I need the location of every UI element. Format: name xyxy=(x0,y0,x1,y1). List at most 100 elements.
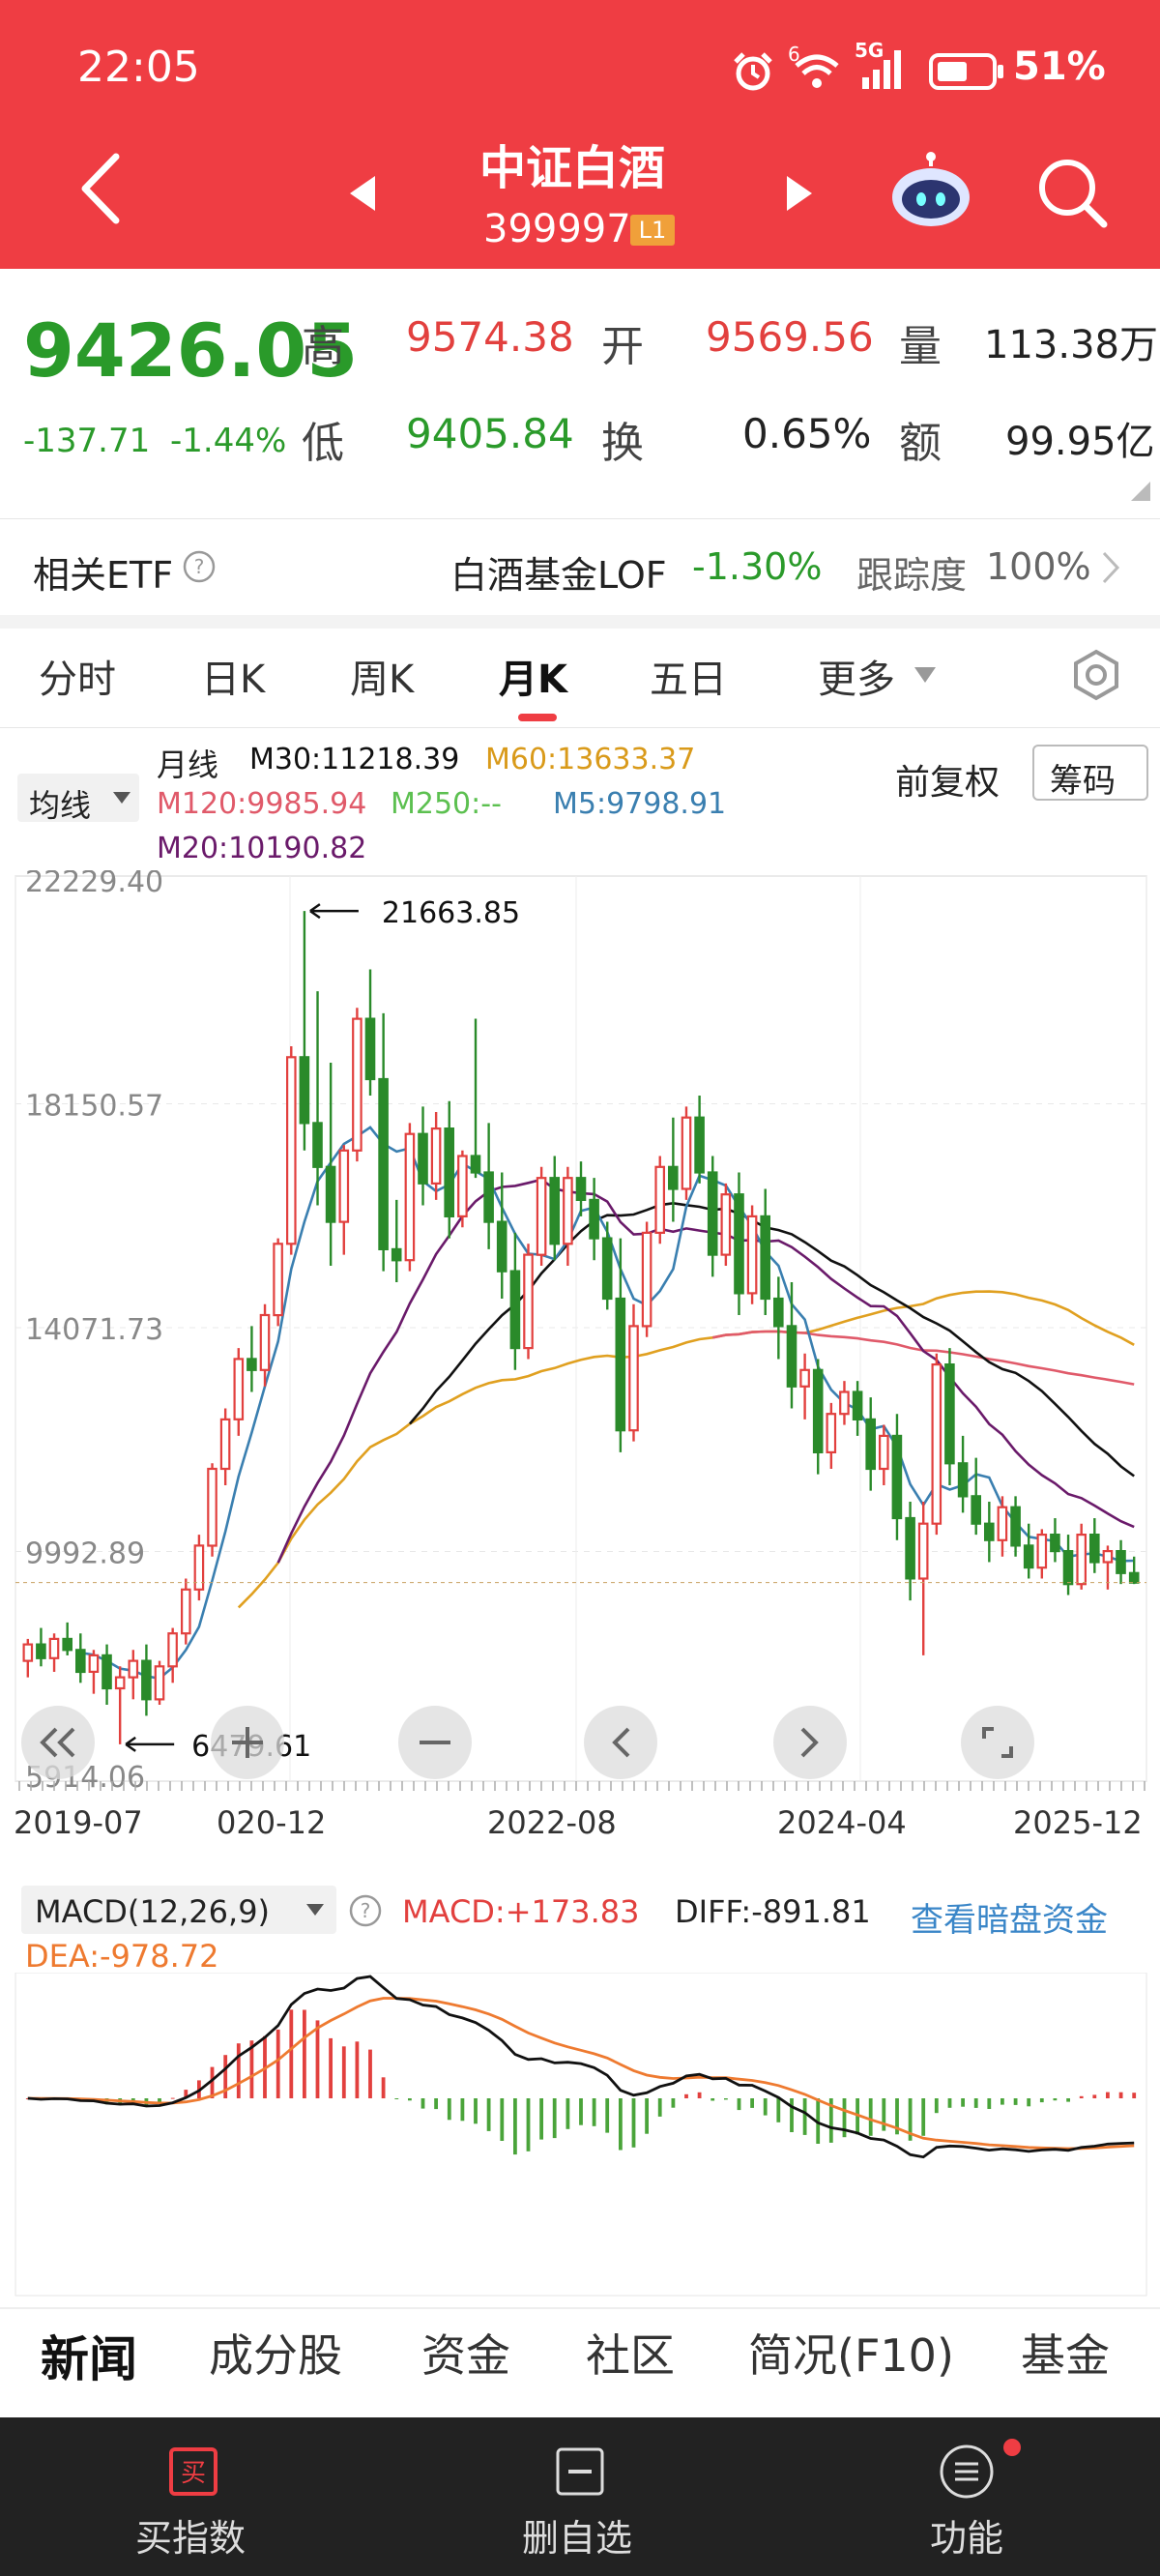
candle-body xyxy=(167,1632,178,1668)
ma-selector[interactable]: 均线 xyxy=(17,774,139,824)
prev-candle-button[interactable] xyxy=(584,1706,657,1779)
tab-constituents[interactable]: 成分股 xyxy=(209,2329,342,2382)
alarm-icon xyxy=(734,52,772,91)
macd-histogram-bar xyxy=(776,2098,781,2122)
macd-chart[interactable] xyxy=(0,1973,1160,2301)
candle-body xyxy=(483,1171,494,1223)
candle-body xyxy=(114,1676,126,1690)
search-icon[interactable] xyxy=(1036,157,1110,230)
m60-line xyxy=(237,1290,1135,1609)
candle-body xyxy=(259,1313,271,1371)
amount-label: 额 xyxy=(899,419,942,468)
macd-histogram-bar xyxy=(987,2098,992,2109)
tab-monthly-k[interactable]: 月K xyxy=(499,658,567,702)
diff-value: DIFF:-891.81 xyxy=(675,1893,871,1930)
macd-histogram-bar xyxy=(657,2098,662,2117)
candle-body xyxy=(207,1467,218,1547)
stock-code: 399997 xyxy=(483,207,631,251)
chevron-left-icon xyxy=(612,1727,630,1758)
candle-body xyxy=(154,1665,165,1701)
level-badge: L1 xyxy=(630,215,675,246)
etf-row[interactable]: 相关ETF ? 白酒基金LOF -1.30% 跟踪度 100% xyxy=(0,522,1160,611)
macd-histogram-bar xyxy=(579,2098,583,2125)
help-icon[interactable]: ? xyxy=(348,1893,383,1928)
adjust-label[interactable]: 前复权 xyxy=(895,763,1000,803)
scroll-left-button[interactable] xyxy=(21,1706,95,1779)
settings-icon[interactable] xyxy=(1069,648,1123,702)
prev-stock-icon[interactable] xyxy=(346,174,379,213)
tab-community[interactable]: 社区 xyxy=(586,2329,675,2382)
chip-button[interactable]: 筹码 xyxy=(1032,745,1148,801)
candle-body xyxy=(601,1237,613,1301)
macd-histogram-bar xyxy=(934,2098,939,2114)
macd-histogram-bar xyxy=(947,2098,952,2108)
macd-histogram-bar xyxy=(1118,2092,1123,2098)
dark-pool-link[interactable]: 查看暗盘资金 xyxy=(911,1901,1108,1940)
candle-body xyxy=(589,1198,599,1240)
tab-fund[interactable]: 基金 xyxy=(1021,2329,1110,2382)
tab-more[interactable]: 更多 xyxy=(818,658,895,702)
high-value: 9574.38 xyxy=(406,313,574,361)
macd-name: MACD(12,26,9) xyxy=(35,1893,271,1930)
candle-body xyxy=(641,1231,652,1328)
tab-intraday[interactable]: 分时 xyxy=(39,658,116,702)
candle-body xyxy=(418,1132,428,1185)
y-tick-label: 9992.89 xyxy=(25,1537,145,1571)
macd-value: MACD:+173.83 xyxy=(402,1893,640,1930)
minus-icon xyxy=(420,1741,450,1744)
candle-body xyxy=(681,1116,692,1190)
macd-histogram-bar xyxy=(184,2090,188,2098)
candle-body xyxy=(720,1193,732,1256)
candle-body xyxy=(233,1358,245,1420)
macd-histogram-bar xyxy=(249,2040,254,2098)
track-value: 100% xyxy=(986,545,1091,588)
svg-text:买: 买 xyxy=(181,2459,206,2488)
remove-watchlist-button[interactable]: 删自选 xyxy=(503,2417,657,2576)
macd-histogram-bar xyxy=(341,2046,346,2098)
status-time: 22:05 xyxy=(77,43,200,92)
next-stock-icon[interactable] xyxy=(783,174,816,213)
buy-icon: 买 xyxy=(169,2447,218,2496)
turnover-label: 换 xyxy=(601,419,644,468)
expand-corner-icon[interactable] xyxy=(1131,482,1150,501)
legend-m30: M30:11218.39 xyxy=(249,743,460,776)
fullscreen-button[interactable] xyxy=(961,1706,1034,1779)
wifi-icon xyxy=(795,54,839,88)
macd-histogram-bar xyxy=(961,2098,965,2107)
buy-index-button[interactable]: 买 买指数 xyxy=(116,2417,271,2576)
legend-m20: M20:10190.82 xyxy=(157,832,367,865)
chevron-right-icon xyxy=(800,1727,819,1758)
help-icon[interactable]: ? xyxy=(182,549,217,584)
candle-body xyxy=(141,1659,152,1701)
dea-line xyxy=(27,1997,1135,2151)
kline-chart[interactable]: 22229.4018150.5714071.739992.895914.0621… xyxy=(0,870,1160,1857)
macd-histogram-bar xyxy=(1053,2098,1058,2101)
fullscreen-icon xyxy=(982,1727,1013,1758)
tab-five-day[interactable]: 五日 xyxy=(650,658,727,702)
current-price: 9426.05 xyxy=(23,307,359,394)
macd-selector[interactable]: MACD(12,26,9) xyxy=(21,1886,336,1934)
candle-body xyxy=(391,1247,402,1262)
tab-profile[interactable]: 简况(F10) xyxy=(748,2329,954,2382)
tab-capital[interactable]: 资金 xyxy=(421,2329,510,2382)
tab-weekly-k[interactable]: 周K xyxy=(350,658,415,702)
candle-body xyxy=(549,1177,560,1245)
zoom-out-button[interactable] xyxy=(398,1706,472,1779)
macd-histogram-bar xyxy=(1132,2093,1137,2098)
zoom-in-button[interactable] xyxy=(211,1706,284,1779)
function-button[interactable]: 功能 xyxy=(889,2417,1044,2576)
back-icon[interactable] xyxy=(77,153,126,224)
robot-assistant-icon[interactable] xyxy=(887,151,974,232)
volume-value: 113.38万 xyxy=(984,323,1158,367)
tab-daily-k[interactable]: 日K xyxy=(201,658,266,702)
tab-news[interactable]: 新闻 xyxy=(41,2331,137,2387)
candle-body xyxy=(563,1177,573,1245)
menu-icon xyxy=(940,2444,994,2499)
macd-histogram-bar xyxy=(381,2077,386,2098)
high-label: 高 xyxy=(302,322,344,371)
plus-icon xyxy=(232,1727,263,1758)
next-candle-button[interactable] xyxy=(773,1706,847,1779)
candle-body xyxy=(760,1215,770,1301)
candle-body xyxy=(74,1649,86,1674)
macd-histogram-bar xyxy=(802,2098,807,2135)
